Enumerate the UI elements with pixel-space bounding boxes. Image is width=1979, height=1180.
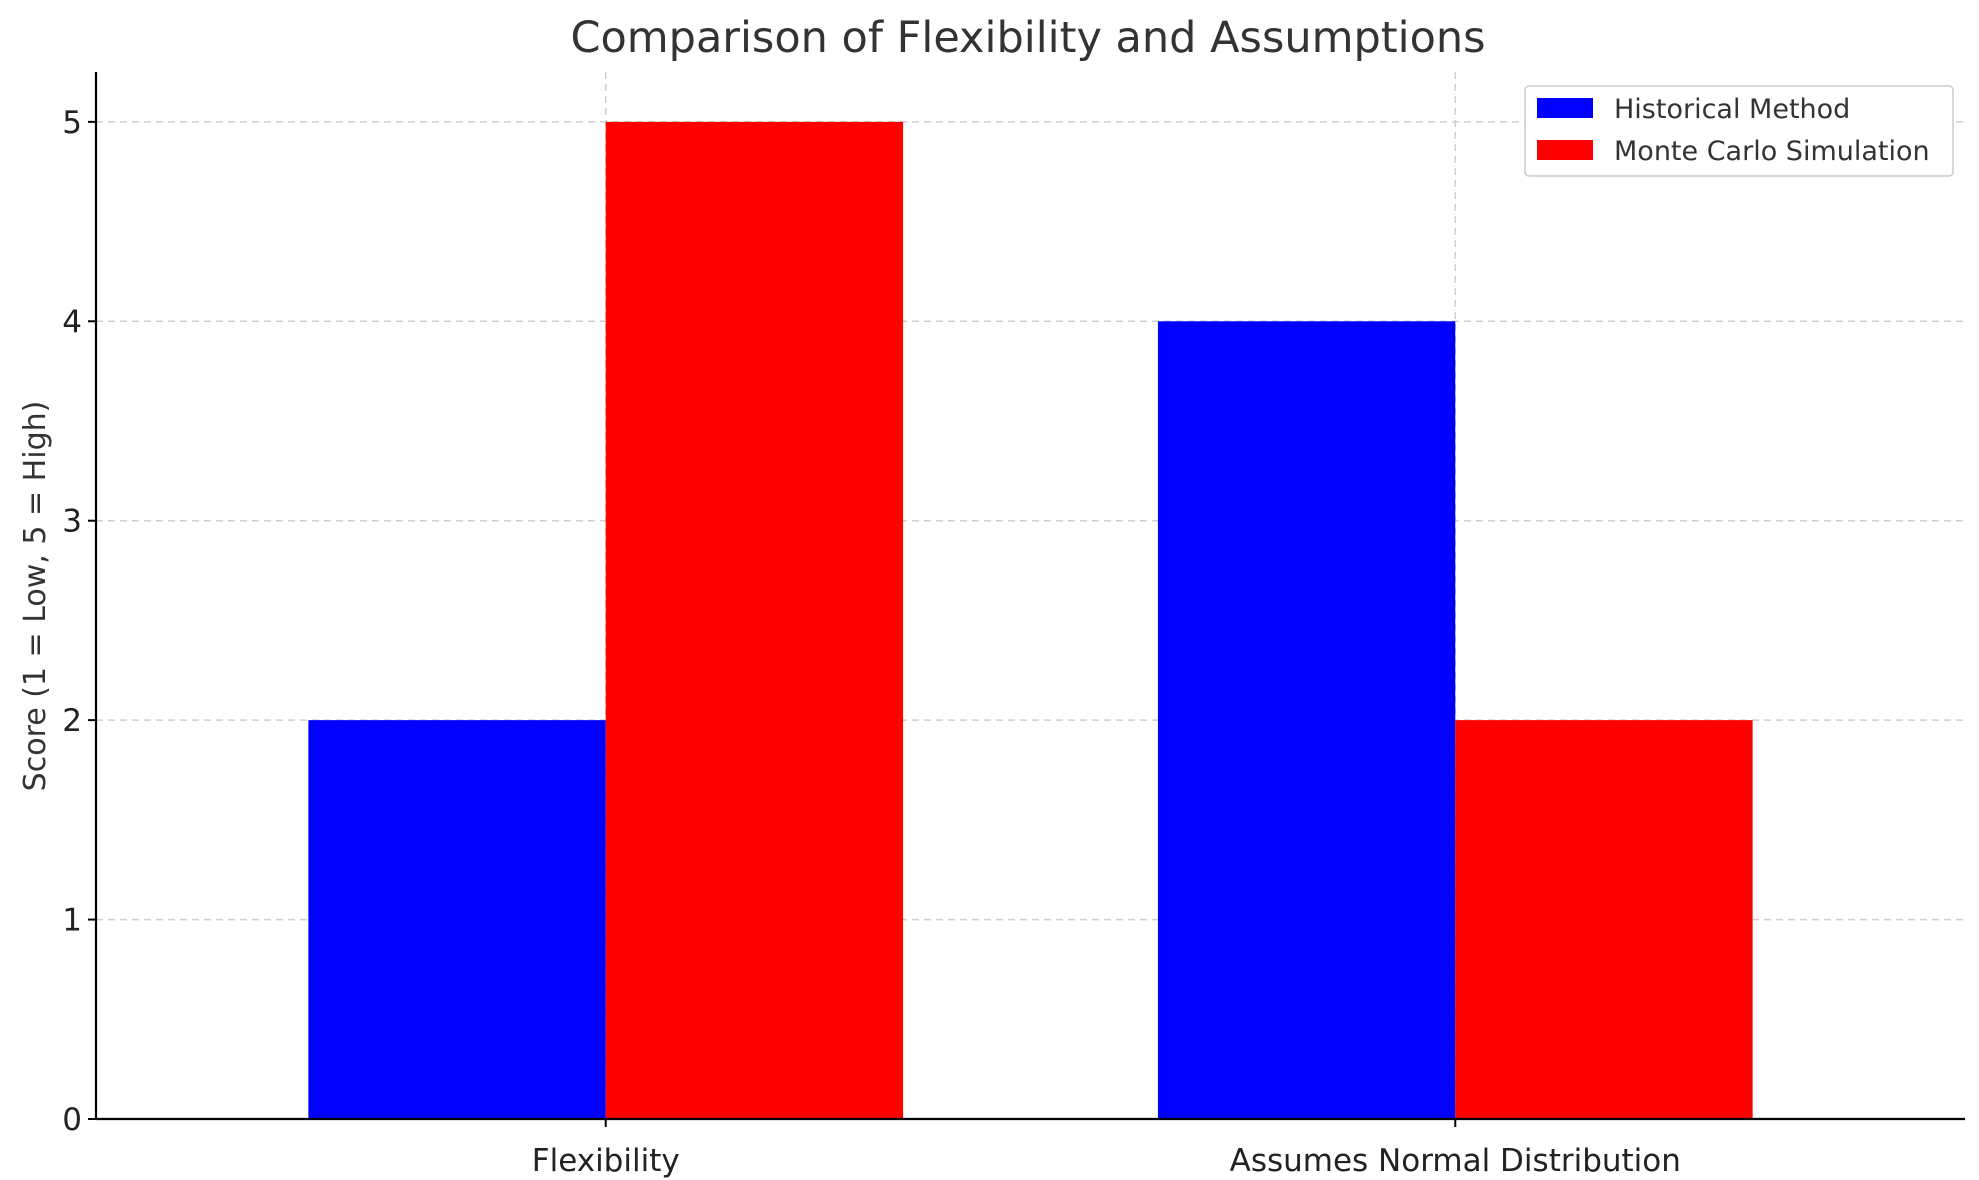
x-tick-label: Assumes Normal Distribution — [1230, 1143, 1681, 1179]
y-tick-label: 4 — [62, 304, 82, 340]
y-tick-label: 3 — [62, 504, 82, 540]
y-tick-label: 0 — [62, 1102, 82, 1138]
ticks: 0 1 2 3 4 5 — [62, 105, 1457, 1138]
legend-swatch-monte-carlo — [1537, 140, 1593, 160]
bar-historical-0 — [308, 720, 606, 1119]
legend-label-historical: Historical Method — [1614, 94, 1850, 125]
y-tick-label: 2 — [62, 703, 82, 739]
bar-monte-carlo-0 — [605, 121, 904, 1120]
bars — [308, 121, 1753, 1120]
chart-title: Comparison of Flexibility and Assumption… — [570, 13, 1485, 63]
x-tick-label: Flexibility — [532, 1143, 680, 1179]
legend-box — [1524, 85, 1954, 177]
legend-swatch-historical — [1537, 98, 1593, 118]
bar-historical-1 — [1157, 321, 1456, 1119]
y-tick-label: 1 — [62, 903, 82, 939]
bar-monte-carlo-1 — [1455, 720, 1753, 1119]
y-axis-label: Score (1 = Low, 5 = High) — [18, 401, 53, 792]
y-tick-label: 5 — [62, 105, 82, 141]
legend: Historical Method Monte Carlo Simulation — [1524, 85, 1954, 177]
legend-label-monte-carlo: Monte Carlo Simulation — [1614, 136, 1930, 167]
x-tick-labels: Flexibility Assumes Normal Distribution — [532, 1143, 1681, 1179]
